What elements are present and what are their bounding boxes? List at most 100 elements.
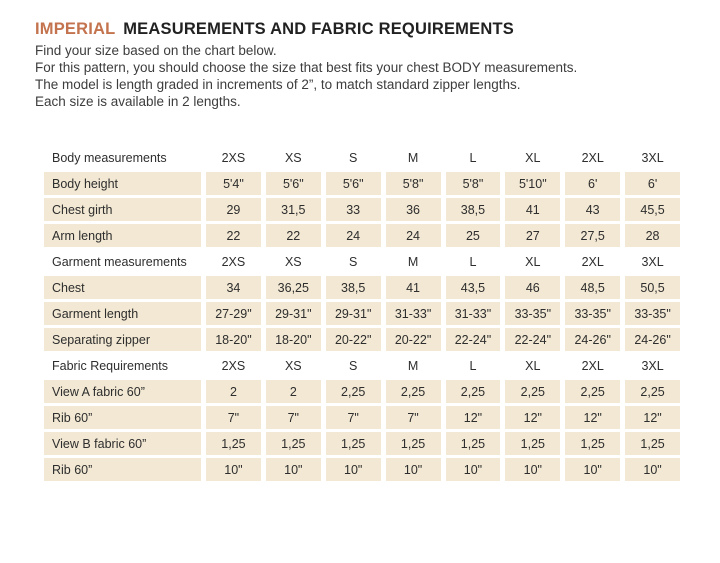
cell-value: 6': [625, 172, 680, 195]
cell-value: 7": [265, 406, 321, 429]
cell-value: 7": [206, 406, 261, 429]
table-row: Rib 60” 10" 10" 10" 10" 10" 10" 10" 10": [44, 458, 680, 481]
section-header-label: Fabric Requirements: [52, 358, 169, 373]
cell-value: 5'4": [206, 172, 261, 195]
table-section-header-row: Fabric Requirements 2XS XS S M L XL 2XL 3XL: [44, 354, 680, 377]
cell-value: 41: [385, 276, 441, 299]
cell-value: 22-24": [505, 328, 561, 351]
cell-value: 20-22": [325, 328, 381, 351]
intro-line: Find your size based on the chart below.: [35, 43, 277, 58]
cell-value: 46: [505, 276, 561, 299]
table-row: View A fabric 60” 2 2 2,25 2,25 2,25 2,25 2,25 2…: [44, 380, 680, 403]
size-column-header: 2XS: [221, 254, 246, 269]
cell-value: 29: [206, 198, 261, 221]
cell-value: 31-33": [445, 302, 501, 325]
cell-value: 2: [206, 380, 261, 403]
section-header-label: Body measurements: [52, 150, 167, 165]
cell-value: 1,25: [206, 432, 261, 455]
cell-value: 1,25: [625, 432, 680, 455]
page-title: IMPERIAL MEASUREMENTS AND FABRIC REQUIRE…: [35, 20, 514, 39]
cell-value: 43: [565, 198, 621, 221]
cell-value: 12": [445, 406, 501, 429]
size-column-header: L: [469, 358, 477, 373]
size-column-header: S: [349, 254, 358, 269]
size-table: Body measurements 2XS XS S M L XL 2XL 3XL Body he…: [44, 146, 680, 484]
row-label: Rib 60”: [44, 458, 201, 481]
cell-value: 36: [385, 198, 441, 221]
row-label: Chest: [44, 276, 201, 299]
size-column-header: S: [349, 358, 358, 373]
cell-value: 2,25: [325, 380, 381, 403]
table-row: View B fabric 60” 1,25 1,25 1,25 1,25 1,25 1,2…: [44, 432, 680, 455]
cell-value: 2,25: [565, 380, 621, 403]
cell-value: 5'8": [445, 172, 501, 195]
size-column-header: 2XS: [221, 358, 246, 373]
cell-value: 27,5: [565, 224, 621, 247]
cell-value: 2,25: [385, 380, 441, 403]
cell-value: 12": [505, 406, 561, 429]
size-column-header: L: [469, 150, 477, 165]
intro-text: Find your size based on the chart below.…: [35, 42, 577, 110]
cell-value: 22: [206, 224, 261, 247]
cell-value: 5'10": [505, 172, 561, 195]
size-column-header: XL: [525, 358, 541, 373]
cell-value: 38,5: [325, 276, 381, 299]
cell-value: 1,25: [265, 432, 321, 455]
cell-value: 24: [385, 224, 441, 247]
cell-value: 5'8": [385, 172, 441, 195]
cell-value: 10": [385, 458, 441, 481]
cell-value: 5'6": [325, 172, 381, 195]
section-header-label: Garment measurements: [52, 254, 187, 269]
cell-value: 31-33": [385, 302, 441, 325]
cell-value: 6': [565, 172, 621, 195]
cell-value: 41: [505, 198, 561, 221]
cell-value: 1,25: [445, 432, 501, 455]
size-column-header: M: [407, 358, 419, 373]
cell-value: 36,25: [265, 276, 321, 299]
cell-value: 12": [625, 406, 680, 429]
size-column-header: 2XL: [581, 254, 604, 269]
cell-value: 10": [325, 458, 381, 481]
size-column-header: 2XL: [581, 358, 604, 373]
row-label: Chest girth: [44, 198, 201, 221]
cell-value: 27: [505, 224, 561, 247]
cell-value: 25: [445, 224, 501, 247]
intro-line: Each size is available in 2 lengths.: [35, 94, 241, 109]
cell-value: 38,5: [445, 198, 501, 221]
cell-value: 10": [265, 458, 321, 481]
cell-value: 33: [325, 198, 381, 221]
cell-value: 1,25: [385, 432, 441, 455]
size-column-header: 2XS: [221, 150, 246, 165]
row-label: Arm length: [44, 224, 201, 247]
cell-value: 7": [385, 406, 441, 429]
cell-value: 10": [206, 458, 261, 481]
table-row: Separating zipper 18-20" 18-20" 20-22" 20-22…: [44, 328, 680, 351]
cell-value: 10": [445, 458, 501, 481]
cell-value: 1,25: [565, 432, 621, 455]
cell-value: 2,25: [625, 380, 680, 403]
row-label: View A fabric 60”: [44, 380, 201, 403]
cell-value: 12": [565, 406, 621, 429]
cell-value: 10": [625, 458, 680, 481]
page-title-rest: MEASUREMENTS AND FABRIC REQUIREMENTS: [123, 20, 514, 38]
size-column-header: M: [407, 150, 419, 165]
cell-value: 1,25: [505, 432, 561, 455]
cell-value: 43,5: [445, 276, 501, 299]
cell-value: 7": [325, 406, 381, 429]
cell-value: 29-31": [325, 302, 381, 325]
size-column-header: XS: [284, 358, 302, 373]
table-row: Body height 5'4" 5'6" 5'6" 5'8" 5'8" 5'10" 6' 6': [44, 172, 680, 195]
cell-value: 18-20": [206, 328, 261, 351]
cell-value: 48,5: [565, 276, 621, 299]
cell-value: 24-26": [565, 328, 621, 351]
table-section-header-row: Body measurements 2XS XS S M L XL 2XL 3XL: [44, 146, 680, 169]
size-column-header: L: [469, 254, 477, 269]
size-column-header: 2XL: [581, 150, 604, 165]
cell-value: 24: [325, 224, 381, 247]
cell-value: 10": [505, 458, 561, 481]
cell-value: 10": [565, 458, 621, 481]
size-column-header: 3XL: [641, 358, 664, 373]
row-label: Separating zipper: [44, 328, 201, 351]
cell-value: 50,5: [625, 276, 680, 299]
cell-value: 33-35": [625, 302, 680, 325]
